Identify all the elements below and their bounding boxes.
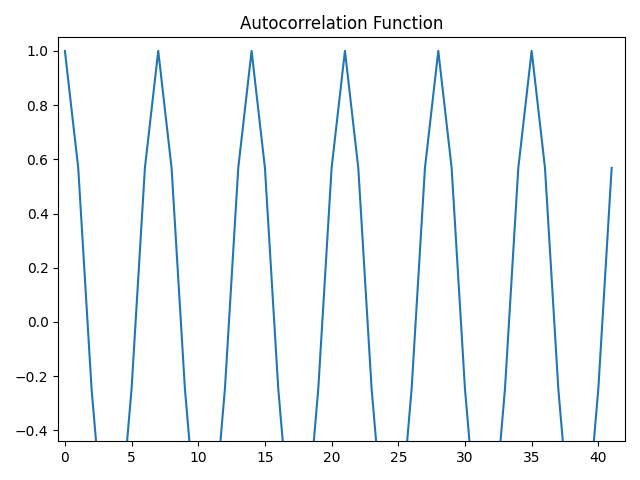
- Title: Autocorrelation Function: Autocorrelation Function: [240, 15, 444, 33]
